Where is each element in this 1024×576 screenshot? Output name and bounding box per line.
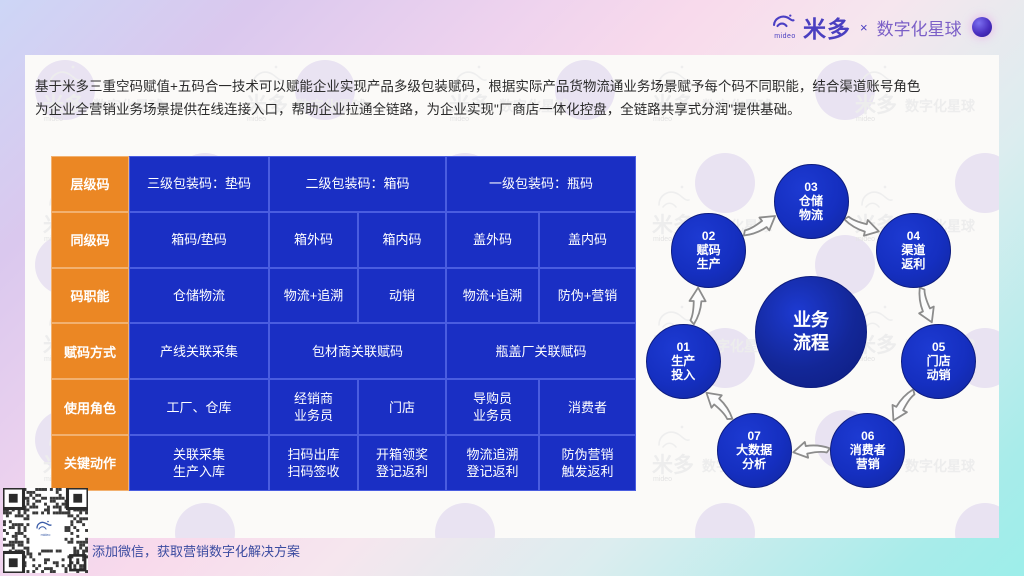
svg-text:mideo: mideo — [41, 533, 51, 537]
